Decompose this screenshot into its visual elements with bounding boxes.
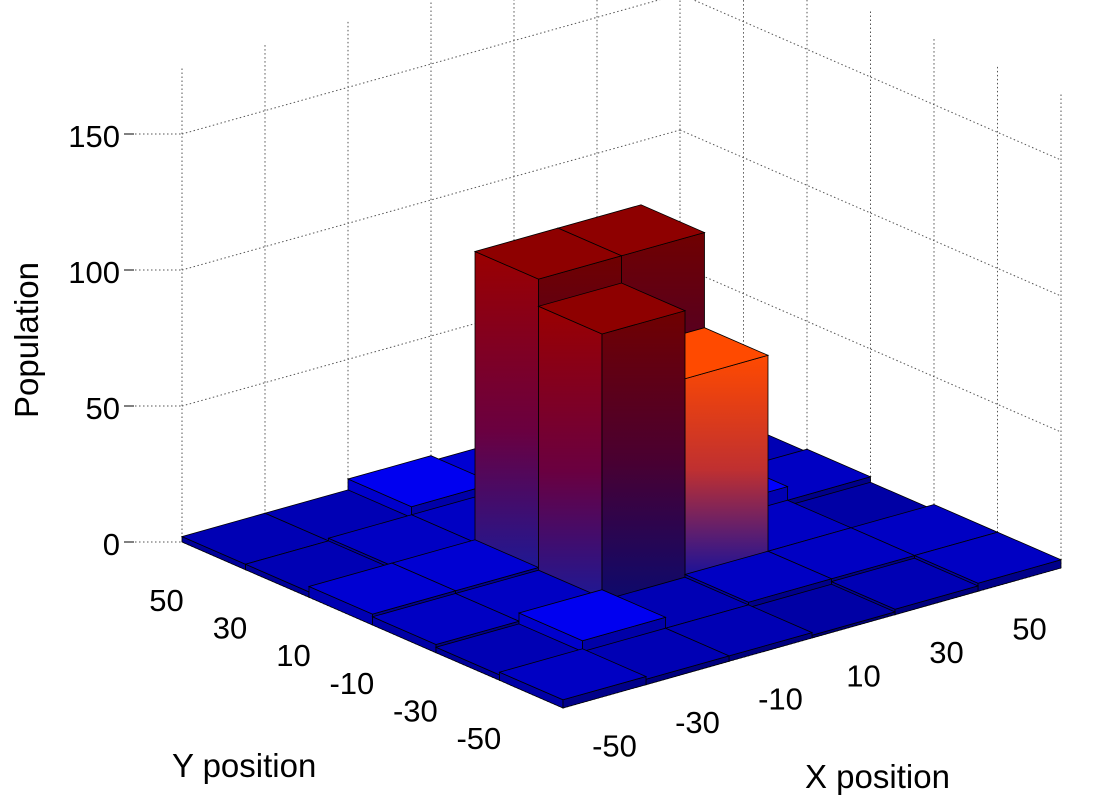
y-tick-label: 30	[213, 611, 247, 646]
grid-line	[692, 0, 1062, 161]
x-tick-label: -10	[758, 682, 803, 717]
tick-labels: 0 50 100 150 50 30 10 -10 -30 -50 -50 -30 -10 10 30 50	[68, 119, 1046, 763]
bar-top	[830, 557, 980, 610]
bar-top	[537, 282, 687, 335]
bar-top	[498, 648, 648, 701]
bar-top	[307, 562, 457, 615]
y-tick-label: -10	[329, 666, 374, 701]
z-tick-label: 150	[68, 119, 120, 154]
grid-line	[679, 129, 1062, 297]
x-tick-label: 10	[846, 658, 880, 693]
bar-top	[371, 593, 521, 645]
bar--50--50	[498, 648, 648, 709]
bar-side-left	[474, 250, 539, 579]
bar-top	[473, 227, 623, 280]
x-tick-label: -50	[592, 728, 637, 763]
z-tick-label: 100	[68, 255, 120, 290]
bar-top	[683, 550, 833, 603]
y-axis-label: Y position	[172, 747, 316, 784]
x-axis-label: X position	[805, 758, 950, 795]
bar-side-left	[538, 305, 603, 607]
y-tick-label: 50	[149, 583, 183, 618]
bar--10--10	[537, 282, 687, 607]
z-tick-label: 0	[103, 527, 120, 562]
y-tick-label: -50	[456, 721, 501, 756]
y-tick-label: 10	[276, 638, 310, 673]
bar-top	[517, 589, 667, 642]
bar-side-right	[684, 354, 769, 584]
bar-top	[346, 455, 496, 508]
bar-side-right	[601, 310, 686, 607]
bars-group	[180, 204, 1063, 709]
x-tick-label: 30	[929, 635, 963, 670]
z-tick-label: 50	[86, 391, 120, 426]
y-tick-label: -30	[393, 694, 438, 729]
x-tick-label: 50	[1012, 612, 1046, 647]
x-tick-label: -30	[675, 705, 720, 740]
bar-top	[913, 531, 1063, 584]
z-axis-label: Population	[8, 262, 45, 418]
